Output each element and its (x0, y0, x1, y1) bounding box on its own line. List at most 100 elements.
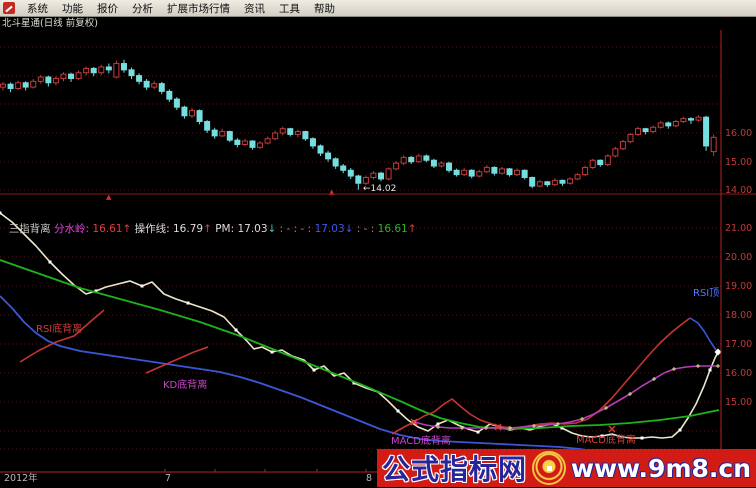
line-plus-marker (672, 367, 676, 371)
candle-body (529, 176, 536, 187)
line-plus-marker (628, 392, 632, 396)
candle-body (204, 121, 211, 131)
candle-body (461, 169, 468, 176)
app-logo-icon[interactable] (3, 2, 15, 14)
indicator-header-seg-5: ↑ (203, 223, 216, 235)
candle-body (430, 159, 437, 167)
value-label: 18.00 (725, 310, 752, 321)
candle-body (438, 162, 445, 167)
menu-item-1[interactable]: 功能 (62, 2, 83, 15)
candlestick-pane[interactable]: ←14.02 16.00 15.00 14.00 (0, 46, 752, 196)
candle-body (128, 69, 135, 77)
9m8-coin-logo (531, 451, 566, 485)
candle-body (0, 83, 6, 88)
candle-body (498, 168, 505, 174)
indicator-header: 三指背离 分水岭: 16.61↑ 操作线: 16.79↑ PM: 17.03↓ … (2, 197, 417, 235)
candle-body (453, 169, 460, 176)
candle-body (272, 132, 279, 140)
candle-body (143, 80, 150, 88)
menu-item-7[interactable]: 帮助 (314, 2, 335, 15)
line-plus-marker (652, 377, 656, 381)
candle-body (619, 141, 626, 150)
candle-body (226, 131, 233, 141)
price-label: 15.00 (725, 157, 752, 168)
line-square-marker (234, 328, 238, 332)
annotation-2: MACD底背离 (391, 434, 451, 447)
candle-body (302, 131, 309, 140)
line-square-marker (476, 430, 480, 434)
menu-item-0[interactable]: 系统 (27, 2, 48, 15)
candle-body (211, 129, 218, 137)
line-square-marker (708, 368, 712, 372)
candle-body (612, 148, 619, 157)
red-rise-left (19, 309, 105, 363)
candle-body (657, 122, 664, 128)
magenta-line (413, 365, 718, 429)
watermark-site-name: 公式指标网 (382, 453, 528, 486)
candle-body (249, 140, 256, 148)
candle-body (196, 110, 203, 123)
candle-body (347, 169, 354, 177)
candle-body (597, 159, 604, 166)
menu-item-4[interactable]: 扩展市场行情 (167, 2, 230, 15)
annotation-5: ▲ (106, 193, 112, 201)
value-label: 20.00 (725, 252, 752, 263)
candle-body (642, 128, 649, 133)
candle-body (476, 171, 483, 177)
candle-body (627, 133, 634, 143)
candle-body (710, 136, 717, 153)
line-square-marker (352, 381, 356, 385)
line-plus-marker (696, 364, 700, 368)
chart-title-bar: 北斗星通(日线 前复权) (0, 17, 756, 30)
candle-body (7, 83, 14, 90)
candle-body (650, 126, 657, 133)
candle-body (567, 178, 573, 184)
candle-body (181, 106, 188, 117)
candle-body (551, 179, 558, 186)
menu-item-3[interactable]: 分析 (132, 2, 153, 15)
candle-body (446, 162, 453, 171)
price-label: 16.00 (725, 128, 752, 139)
candle-body (22, 82, 29, 88)
candle-body (362, 176, 369, 184)
candle-body (468, 169, 475, 177)
candle-body (514, 169, 521, 176)
line-square-marker (678, 428, 682, 432)
candle-body (105, 66, 112, 71)
indicator-header-seg-13: ↑ (407, 223, 417, 235)
indicator-header-seg-0: 三指背离 (8, 223, 55, 235)
candle-body (113, 63, 120, 78)
line-square-marker (94, 289, 98, 293)
candle-body (408, 156, 415, 163)
line-plus-marker (716, 364, 720, 368)
red-rise-kd (145, 346, 209, 374)
indicator-header-seg-8: : - : - : (279, 223, 315, 235)
candle-body (415, 155, 422, 163)
menu-item-2[interactable]: 报价 (97, 2, 118, 15)
candle-body (680, 118, 687, 123)
low-price-label: ←14.02 (363, 184, 396, 194)
menu-item-5[interactable]: 资讯 (244, 2, 265, 15)
candle-body (241, 140, 248, 145)
candle-body (703, 116, 710, 147)
line-square-marker (0, 211, 2, 215)
candle-body (536, 181, 543, 187)
indicator-header-seg-4: 操作线: 16.79 (134, 223, 204, 235)
candle-body (158, 83, 165, 92)
candle-body (559, 179, 566, 184)
candle-body (423, 155, 430, 161)
candle-body (309, 138, 316, 147)
annotation-3: MACD底背离 (576, 433, 636, 446)
blue-line (0, 295, 621, 456)
candle-body (219, 131, 226, 137)
candle-body (378, 172, 384, 180)
candle-body (340, 165, 347, 171)
candle-body (287, 128, 294, 135)
indicator-header-seg-12: 16.61 (377, 223, 408, 235)
candle-body (604, 155, 611, 166)
value-label: 21.00 (725, 223, 752, 234)
indicator-header-seg-6: PM: 17.03 (215, 223, 268, 235)
menu-item-6[interactable]: 工具 (279, 2, 300, 15)
value-label: 17.00 (725, 339, 752, 350)
